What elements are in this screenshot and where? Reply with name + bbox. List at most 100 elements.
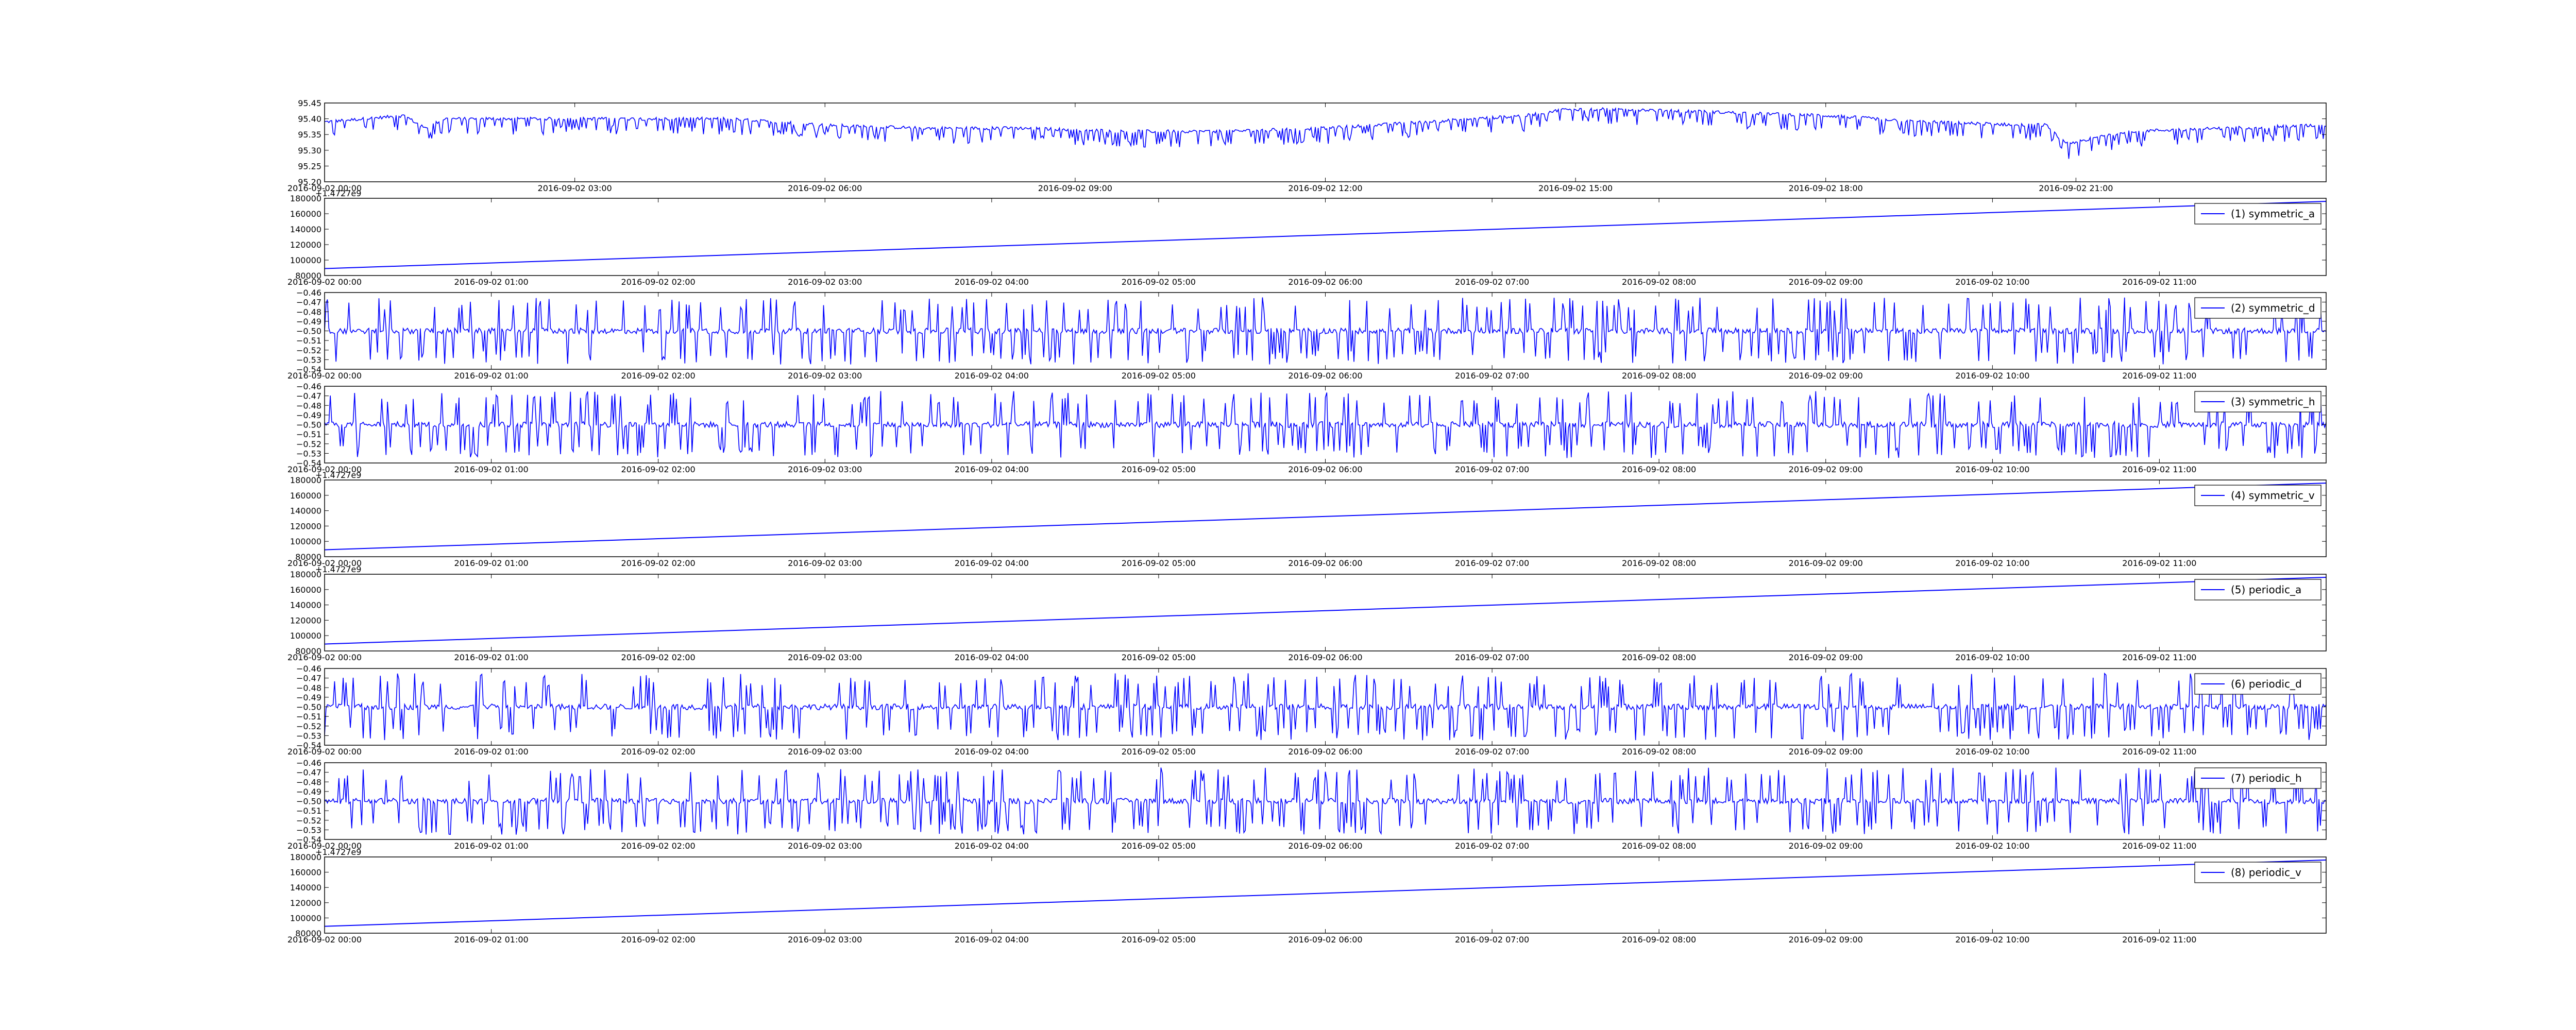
ytick-label: 160000 [290, 209, 321, 219]
xtick-label: 2016-09-02 02:00 [621, 747, 696, 757]
xtick-label: 2016-09-02 05:00 [1122, 747, 1196, 757]
xtick-label: 2016-09-02 07:00 [1455, 277, 1529, 287]
xtick-label: 2016-09-02 03:00 [788, 277, 862, 287]
ytick-label: 160000 [290, 868, 321, 878]
xtick-label: 2016-09-02 06:00 [1288, 465, 1362, 474]
ytick-label: −0.49 [296, 693, 321, 702]
legend-6: (6) periodic_d [2194, 673, 2321, 695]
xtick-label: 2016-09-02 09:00 [1789, 277, 1863, 287]
legend-2: (2) symmetric_d [2194, 297, 2321, 319]
ytick-label: −0.51 [296, 430, 321, 439]
xtick-label: 2016-09-02 00:00 [287, 841, 362, 851]
xtick-label: 2016-09-02 04:00 [955, 653, 1029, 662]
xtick-label: 2016-09-02 03:00 [538, 183, 612, 193]
ytick-label: −0.48 [296, 683, 321, 693]
xtick-label: 2016-09-02 10:00 [1955, 653, 2029, 662]
xtick-label: 2016-09-02 11:00 [2122, 747, 2196, 757]
ytick-label: −0.53 [296, 731, 321, 741]
xtick-label: 2016-09-02 00:00 [287, 465, 362, 474]
ytick-label: −0.46 [296, 664, 321, 674]
xtick-label: 2016-09-02 00:00 [287, 653, 362, 662]
xtick-label: 2016-09-02 10:00 [1955, 465, 2029, 474]
xtick-label: 2016-09-02 11:00 [2122, 558, 2196, 568]
xtick-label: 2016-09-02 15:00 [1538, 183, 1613, 193]
series-line-4 [325, 482, 2326, 551]
xtick-label: 2016-09-02 03:00 [788, 841, 862, 851]
xtick-label: 2016-09-02 11:00 [2122, 277, 2196, 287]
ytick-label: 120000 [290, 240, 321, 250]
xtick-label: 2016-09-02 09:00 [1789, 841, 1863, 851]
ytick-label: 160000 [290, 491, 321, 501]
xtick-label: 2016-09-02 03:00 [788, 558, 862, 568]
ytick-label: 95.35 [298, 130, 321, 140]
ytick-label: 120000 [290, 898, 321, 908]
ytick-label: −0.48 [296, 307, 321, 317]
xtick-label: 2016-09-02 10:00 [1955, 558, 2029, 568]
subplot-7: −0.54−0.53−0.52−0.51−0.50−0.49−0.48−0.47… [287, 758, 2327, 851]
ytick-label: −0.50 [296, 420, 321, 430]
xtick-label: 2016-09-02 02:00 [621, 653, 696, 662]
xtick-label: 2016-09-02 12:00 [1288, 183, 1362, 193]
series-line-3 [325, 391, 2326, 458]
xtick-label: 2016-09-02 01:00 [454, 277, 529, 287]
xtick-label: 2016-09-02 03:00 [788, 371, 862, 381]
xtick-label: 2016-09-02 10:00 [1955, 371, 2029, 381]
ytick-label: −0.52 [296, 346, 321, 355]
xtick-label: 2016-09-02 08:00 [1622, 277, 1696, 287]
ytick-label: 140000 [290, 225, 321, 234]
ytick-label: 95.45 [298, 98, 321, 108]
ytick-label: −0.50 [296, 702, 321, 712]
xtick-label: 2016-09-02 21:00 [2039, 183, 2113, 193]
xtick-label: 2016-09-02 09:00 [1789, 371, 1863, 381]
xtick-label: 2016-09-02 10:00 [1955, 747, 2029, 757]
xtick-label: 2016-09-02 01:00 [454, 747, 529, 757]
legend-1: (1) symmetric_a [2194, 203, 2321, 225]
ytick-label: −0.52 [296, 722, 321, 731]
ytick-label: 95.40 [298, 114, 321, 124]
xtick-label: 2016-09-02 00:00 [287, 747, 362, 757]
ytick-label: −0.50 [296, 327, 321, 336]
subplot-2: −0.54−0.53−0.52−0.51−0.50−0.49−0.48−0.47… [287, 288, 2327, 381]
ytick-label: −0.47 [296, 674, 321, 683]
subplot-3: −0.54−0.53−0.52−0.51−0.50−0.49−0.48−0.47… [287, 382, 2327, 474]
subplot-0: 95.20 95.25 95.30 95.35 95.40 95.45 2016-09-02… [287, 98, 2327, 193]
ytick-label: 140000 [290, 883, 321, 892]
offset-label: +1.4727e9 [315, 847, 361, 857]
xtick-label: 2016-09-02 09:00 [1789, 653, 1863, 662]
xtick-label: 2016-09-02 01:00 [454, 935, 529, 945]
ytick-label: −0.47 [296, 768, 321, 778]
xtick-label: 2016-09-02 02:00 [621, 277, 696, 287]
xtick-label: 2016-09-02 03:00 [788, 465, 862, 474]
xtick-label: 2016-09-02 10:00 [1955, 935, 2029, 945]
xtick-label: 2016-09-02 09:00 [1789, 558, 1863, 568]
xtick-label: 2016-09-02 05:00 [1122, 653, 1196, 662]
xtick-label: 2016-09-02 02:00 [621, 558, 696, 568]
subplot-5: 80000 100000 120000 140000 160000 180000 2016-… [287, 564, 2327, 662]
ytick-label: 80000 [295, 646, 321, 656]
xtick-label: 2016-09-02 11:00 [2122, 653, 2196, 662]
offset-label: +1.4727e9 [315, 188, 361, 198]
xtick-label: 2016-09-02 01:00 [454, 653, 529, 662]
ytick-label: −0.54 [296, 835, 321, 845]
series-line-7 [325, 767, 2326, 835]
ytick-label: −0.47 [296, 298, 321, 307]
ytick-label: 80000 [295, 552, 321, 562]
xtick-label: 2016-09-02 00:00 [287, 183, 362, 193]
ytick-label: −0.53 [296, 449, 321, 458]
xtick-label: 2016-09-02 11:00 [2122, 371, 2196, 381]
xtick-label: 2016-09-02 10:00 [1955, 841, 2029, 851]
series-line-6 [325, 672, 2326, 741]
series-line-5 [325, 576, 2326, 645]
xtick-label: 2016-09-02 04:00 [955, 747, 1029, 757]
ytick-label: 180000 [290, 570, 321, 579]
xtick-label: 2016-09-02 02:00 [621, 841, 696, 851]
xtick-label: 2016-09-02 05:00 [1122, 558, 1196, 568]
legend-4: (4) symmetric_v [2194, 485, 2321, 506]
ytick-label: 180000 [290, 852, 321, 862]
ytick-label: 80000 [295, 271, 321, 281]
xtick-label: 2016-09-02 06:00 [1288, 371, 1362, 381]
xtick-label: 2016-09-02 08:00 [1622, 371, 1696, 381]
xtick-label: 2016-09-02 06:00 [1288, 277, 1362, 287]
xtick-label: 2016-09-02 18:00 [1789, 183, 1863, 193]
